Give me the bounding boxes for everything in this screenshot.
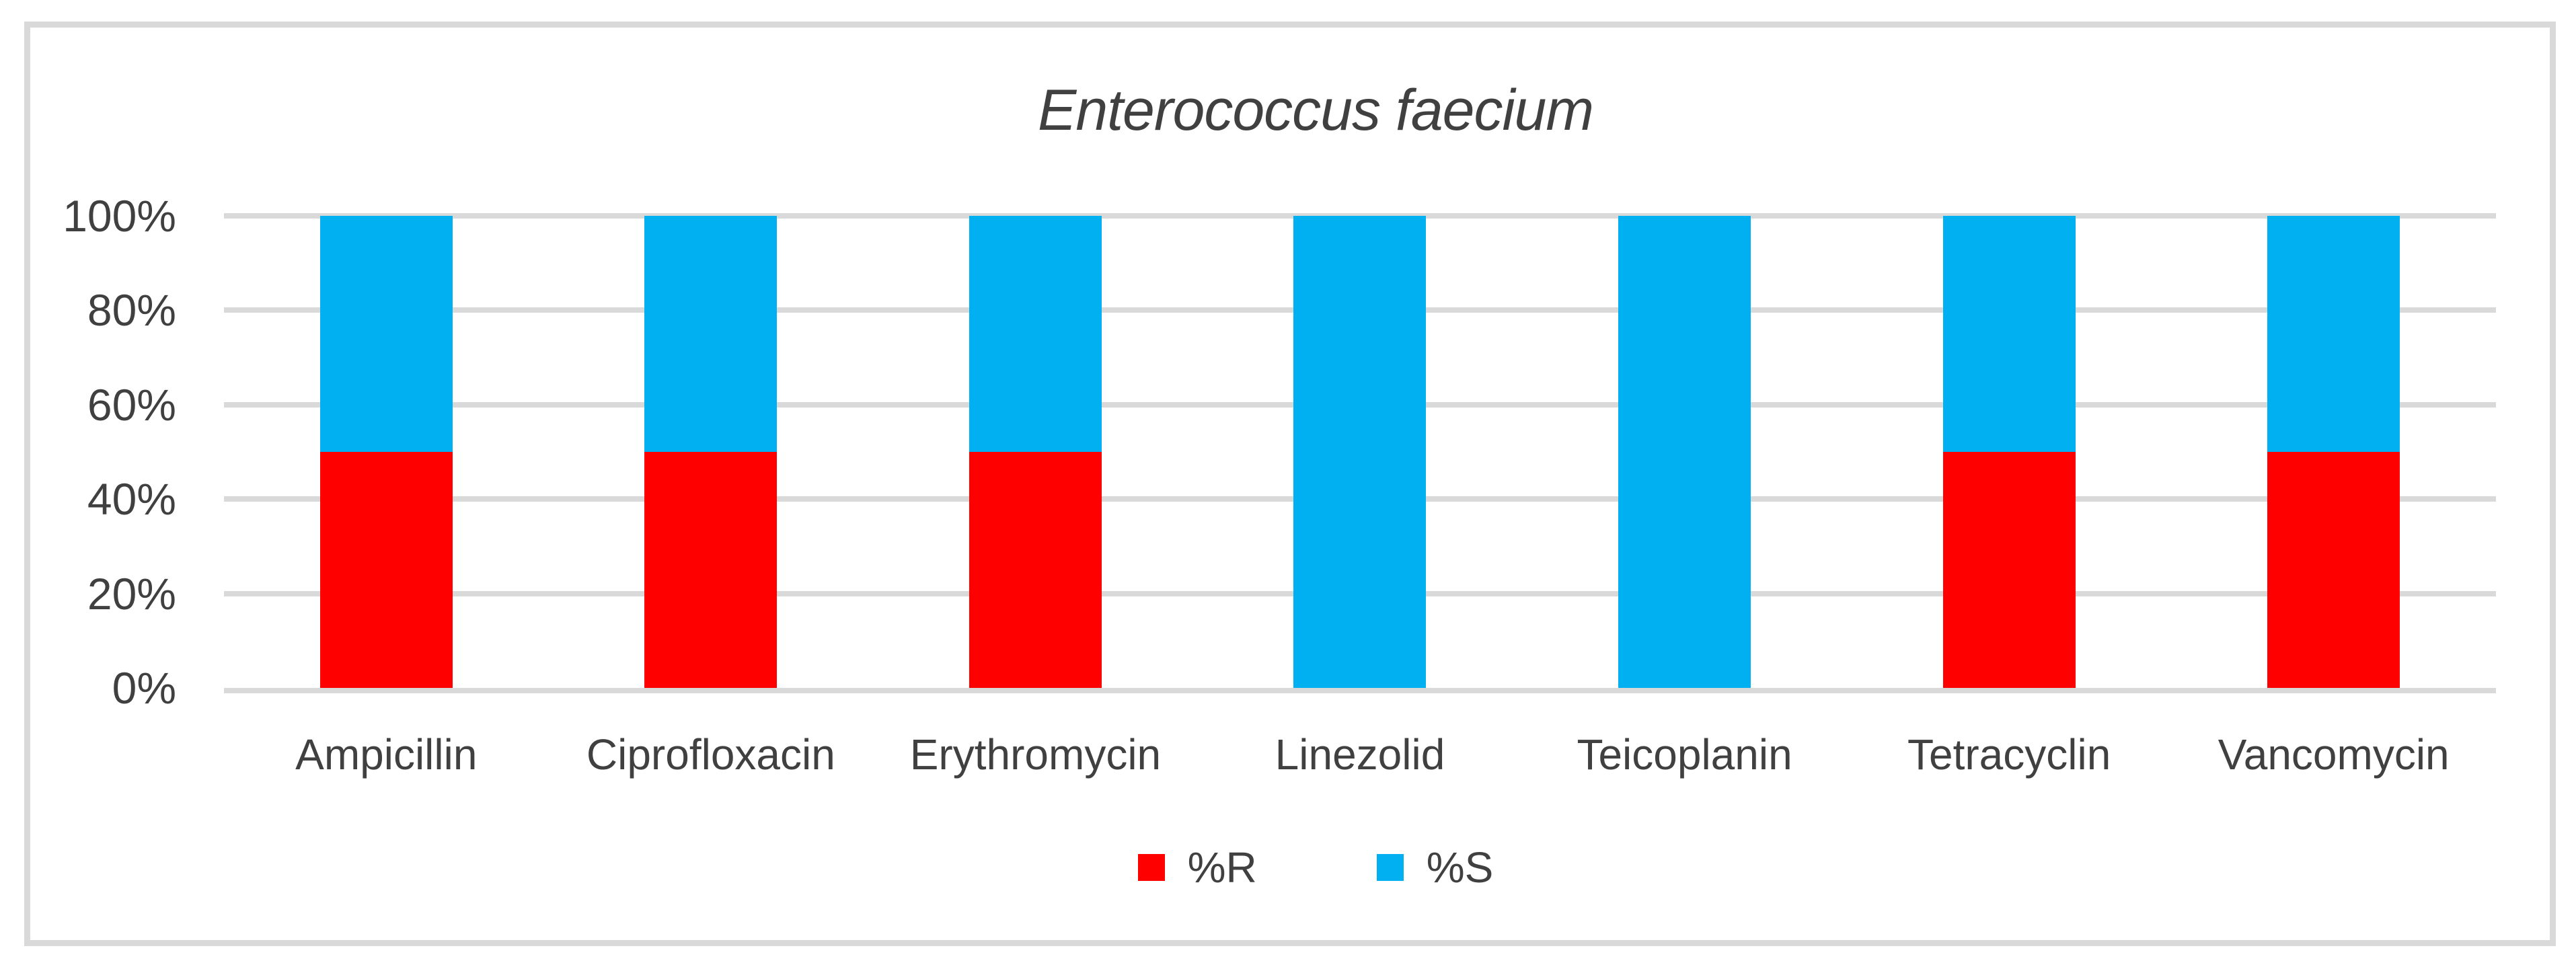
- y-axis-tick-label: 0%: [112, 663, 176, 713]
- bar-segment-s: [644, 216, 778, 452]
- y-axis-tick-label: 100%: [63, 191, 176, 241]
- bar-segment-s: [1942, 216, 2076, 452]
- bar-segment-r: [969, 452, 1102, 688]
- y-axis-tick-label: 60%: [87, 379, 176, 430]
- legend-swatch-r: [1137, 854, 1165, 881]
- bar-segment-s: [2267, 216, 2400, 452]
- bar-group: [2171, 216, 2496, 688]
- legend-item: %S: [1376, 843, 1494, 892]
- legend: %R %S: [55, 846, 2576, 889]
- bar-segment-s: [969, 216, 1102, 452]
- y-axis-tick-label: 20%: [87, 568, 176, 619]
- category-label: Erythromycin: [909, 730, 1162, 779]
- category-label: Teicoplanin: [1577, 730, 1792, 779]
- category-label: Vancomycin: [2218, 730, 2450, 779]
- legend-swatch-s: [1376, 854, 1404, 881]
- bar-segment-r: [1942, 452, 2076, 688]
- bar-segment-s: [1293, 216, 1427, 688]
- y-axis-tick-label: 40%: [87, 474, 176, 525]
- category-label: Ciprofloxacin: [586, 730, 835, 779]
- bar-segment-r: [644, 452, 778, 688]
- category-label: Ampicillin: [295, 730, 478, 779]
- bar-group: [1198, 216, 1523, 688]
- legend-label: %S: [1426, 843, 1494, 892]
- chart-title: Enterococcus faecium: [1037, 78, 1594, 143]
- category-label: Linezolid: [1275, 730, 1445, 779]
- bar-group: [1522, 216, 1847, 688]
- bar-group: [549, 216, 874, 688]
- x-axis-line: [224, 688, 2496, 693]
- y-axis-tick-label: 80%: [87, 285, 176, 336]
- bar-segment-r: [319, 452, 453, 688]
- bar-group: [1847, 216, 2172, 688]
- legend-item: %R: [1137, 843, 1257, 892]
- bar-group: [224, 216, 549, 688]
- category-label: Tetracyclin: [1907, 730, 2111, 779]
- bar-group: [873, 216, 1198, 688]
- bar-segment-s: [319, 216, 453, 452]
- legend-label: %R: [1187, 843, 1257, 892]
- bar-segment-s: [1618, 216, 1751, 688]
- bar-segment-r: [2267, 452, 2400, 688]
